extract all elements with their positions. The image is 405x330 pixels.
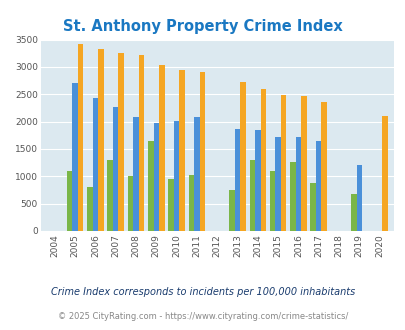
Bar — [87, 187, 92, 231]
Bar — [249, 160, 254, 231]
Bar — [78, 44, 83, 231]
Bar — [128, 176, 133, 231]
Bar — [92, 98, 98, 231]
Bar — [107, 160, 113, 231]
Text: Crime Index corresponds to incidents per 100,000 inhabitants: Crime Index corresponds to incidents per… — [51, 287, 354, 297]
Bar — [234, 129, 240, 231]
Bar — [240, 82, 245, 231]
Bar — [159, 65, 164, 231]
Bar — [98, 49, 103, 231]
Bar — [179, 70, 184, 231]
Bar — [188, 175, 194, 231]
Bar — [269, 171, 275, 231]
Bar — [356, 165, 361, 231]
Bar — [194, 117, 199, 231]
Bar — [290, 162, 295, 231]
Bar — [133, 117, 139, 231]
Text: © 2025 CityRating.com - https://www.cityrating.com/crime-statistics/: © 2025 CityRating.com - https://www.city… — [58, 312, 347, 321]
Bar — [350, 194, 356, 231]
Bar — [260, 89, 265, 231]
Bar — [310, 183, 315, 231]
Bar — [67, 171, 72, 231]
Bar — [254, 130, 260, 231]
Bar — [168, 179, 173, 231]
Bar — [280, 95, 286, 231]
Bar — [382, 115, 387, 231]
Bar — [153, 123, 159, 231]
Bar — [139, 55, 144, 231]
Bar — [148, 141, 153, 231]
Bar — [315, 141, 321, 231]
Bar — [275, 137, 280, 231]
Bar — [321, 102, 326, 231]
Bar — [113, 107, 118, 231]
Bar — [301, 96, 306, 231]
Bar — [72, 83, 78, 231]
Bar — [118, 53, 124, 231]
Bar — [173, 120, 179, 231]
Text: St. Anthony Property Crime Index: St. Anthony Property Crime Index — [63, 19, 342, 34]
Bar — [199, 72, 205, 231]
Bar — [229, 190, 234, 231]
Bar — [295, 137, 301, 231]
